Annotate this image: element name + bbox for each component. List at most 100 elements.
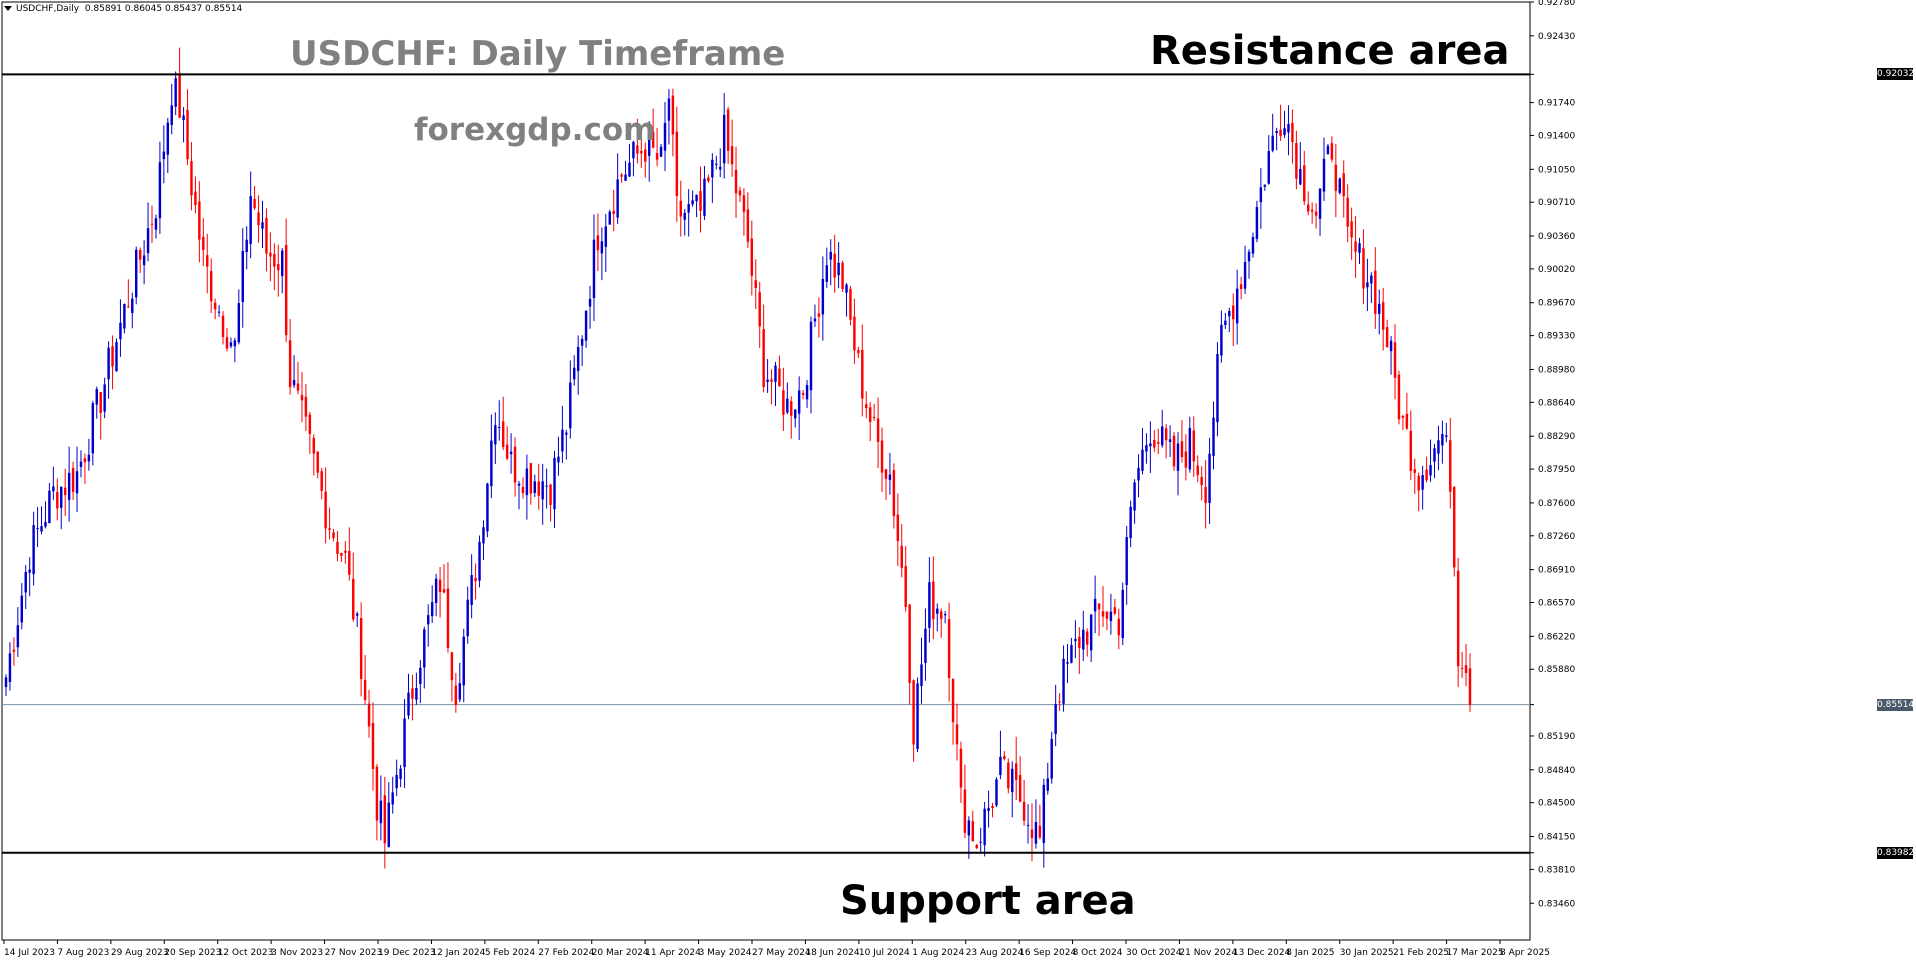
candle-body <box>774 365 777 382</box>
candle-body <box>1342 173 1345 197</box>
candle-body <box>1299 168 1302 185</box>
candle-body <box>778 368 781 387</box>
candle-body <box>600 241 604 254</box>
candle-body <box>229 342 233 347</box>
candle-body <box>355 613 359 616</box>
candle-body <box>1334 164 1338 191</box>
candle-body <box>1105 611 1109 619</box>
candle-body <box>580 338 584 346</box>
candle-body <box>687 203 690 213</box>
candle-body <box>1295 143 1298 179</box>
y-tick-label: 0.90360 <box>1538 232 1575 242</box>
candle-body <box>1137 467 1140 481</box>
candle-body <box>1145 445 1148 452</box>
candle-body <box>541 481 544 500</box>
y-tick-label: 0.86910 <box>1538 566 1575 576</box>
candle-body <box>316 451 319 473</box>
y-tick-label: 0.88980 <box>1538 365 1575 375</box>
candle-body <box>1405 413 1409 429</box>
candle-body <box>123 303 126 329</box>
candle-body <box>1153 439 1156 448</box>
candle-body <box>8 653 12 683</box>
candle-body <box>1306 204 1310 212</box>
candle-body <box>1058 701 1061 703</box>
x-tick-label: 11 Apr 2024 <box>645 948 701 958</box>
candle-body <box>1168 439 1172 442</box>
candle-body <box>1011 768 1014 793</box>
candle-body <box>663 122 667 151</box>
candle-body <box>979 841 982 843</box>
candle-body <box>1393 342 1397 378</box>
candle-body <box>312 437 316 454</box>
candle-body <box>509 451 513 455</box>
candle-body <box>920 664 923 687</box>
y-tick-label: 0.85190 <box>1538 732 1575 742</box>
candle-body <box>462 636 465 686</box>
candle-body <box>1157 441 1160 444</box>
plot-frame <box>1 1 1531 941</box>
candle-body <box>1062 658 1065 704</box>
y-tick-label: 0.88640 <box>1538 398 1575 408</box>
candle-body <box>466 599 469 637</box>
candle-body <box>1232 305 1235 320</box>
candle-body <box>904 566 907 607</box>
candle-body <box>1413 469 1416 473</box>
candle-body <box>71 467 75 493</box>
candle-body <box>170 105 173 126</box>
x-tick-label: 17 Mar 2025 <box>1447 948 1504 958</box>
candle-body <box>683 212 686 220</box>
candle-body <box>1038 825 1042 838</box>
candle-body <box>1283 128 1286 135</box>
candle-body <box>1101 611 1105 617</box>
candle-body <box>557 456 560 463</box>
candle-body <box>963 789 967 833</box>
candle-body <box>1074 638 1077 642</box>
candle-body <box>1239 284 1243 289</box>
candle-body <box>620 174 623 177</box>
symbol-info[interactable]: USDCHF,Daily 0.85891 0.86045 0.85437 0.8… <box>4 4 242 14</box>
candle-body <box>651 131 655 148</box>
resistance-price-tag: 0.92032 <box>1877 68 1915 81</box>
x-tick-label: 27 Nov 2023 <box>325 948 383 958</box>
candle-body <box>304 396 308 417</box>
candle-body <box>166 122 170 155</box>
candle-body <box>924 628 927 664</box>
x-tick-label: 8 Jan 2025 <box>1286 948 1334 958</box>
candle-body <box>1026 824 1030 826</box>
x-tick-label: 30 Oct 2024 <box>1126 948 1182 958</box>
candle-body <box>395 775 398 789</box>
candle-body <box>482 527 485 544</box>
candle-body <box>521 486 525 494</box>
candle-body <box>1433 448 1436 462</box>
candle-body <box>1449 440 1452 492</box>
candle-body <box>490 440 493 487</box>
candle-body <box>537 481 540 496</box>
candle-body <box>1401 415 1405 418</box>
candle-body <box>127 306 130 308</box>
candle-body <box>261 222 264 229</box>
candle-body <box>734 169 738 194</box>
candle-body <box>1468 668 1472 705</box>
candle-body <box>478 541 481 581</box>
candle-body <box>1385 327 1389 348</box>
candle-body <box>281 250 284 276</box>
candle-body <box>999 756 1002 775</box>
caret-down-icon[interactable] <box>4 6 12 11</box>
candle-body <box>829 251 832 260</box>
candle-body <box>876 418 880 442</box>
x-tick-label: 12 Oct 2023 <box>218 948 274 958</box>
candle-body <box>793 409 797 419</box>
candle-body <box>766 379 769 382</box>
candle-body <box>40 526 43 532</box>
candle-body <box>486 483 489 532</box>
candle-body <box>332 532 335 539</box>
candle-body <box>1007 762 1010 789</box>
candle-body <box>529 463 533 494</box>
candle-body <box>308 414 312 435</box>
candle-body <box>1425 469 1428 481</box>
candle-body <box>107 347 110 380</box>
candle-body <box>1030 829 1034 838</box>
candle-body <box>888 474 892 480</box>
candle-body <box>951 678 955 723</box>
candle-body <box>4 677 8 688</box>
